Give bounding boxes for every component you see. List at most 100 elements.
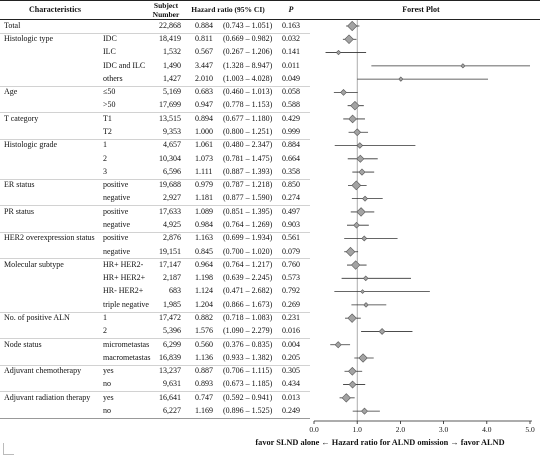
header-top-rule <box>0 0 540 1</box>
subgroup-label: macrometastas <box>103 352 151 362</box>
subject-number: 6,299 <box>163 339 181 349</box>
p-value: 0.760 <box>282 259 300 269</box>
confidence-interval: (0.718 – 1.083) <box>223 312 273 322</box>
confidence-interval: (0.743 – 1.051) <box>223 20 273 30</box>
hazard-ratio: 0.893 <box>195 379 213 389</box>
subject-number: 5,169 <box>163 87 181 97</box>
confidence-interval: (1.328 – 8.947) <box>223 60 273 70</box>
hazard-ratio: 0.811 <box>195 34 213 44</box>
group-divider <box>0 205 310 207</box>
header-characteristics: Characteristics <box>29 5 81 14</box>
subgroup-label: positive <box>103 206 129 216</box>
subgroup-label: 2 <box>103 153 107 163</box>
subject-number: 6,596 <box>163 166 181 176</box>
p-value: 0.274 <box>282 193 300 203</box>
confidence-interval: (0.851 – 1.395) <box>223 206 273 216</box>
hr-point <box>362 275 369 282</box>
confidence-interval: (0.706 – 1.115) <box>223 366 273 376</box>
confidence-interval: (0.778 – 1.153) <box>223 100 273 110</box>
p-value: 0.079 <box>282 246 300 256</box>
hazard-ratio: 1.089 <box>195 206 213 216</box>
hazard-ratio: 0.884 <box>195 20 213 30</box>
subject-number: 1,490 <box>163 60 181 70</box>
hr-point <box>353 128 362 137</box>
p-value: 0.032 <box>282 34 300 44</box>
subject-number: 17,472 <box>159 312 181 322</box>
hr-point <box>347 20 358 32</box>
hazard-ratio: 0.845 <box>195 246 213 256</box>
confidence-interval: (1.090 – 2.279) <box>223 326 273 336</box>
group-label: No. of positive ALN <box>4 312 70 322</box>
subject-number: 683 <box>169 286 181 296</box>
group-label: Molecular subtype <box>4 259 64 269</box>
header-hazard-ratio: Hazard ratio (95% CI) <box>191 5 265 14</box>
p-value: 0.058 <box>282 87 300 97</box>
hr-point <box>358 353 368 363</box>
hazard-ratio: 0.560 <box>195 339 213 349</box>
group-label: Adjuvant chemotherapy <box>4 366 82 376</box>
subject-number: 22,868 <box>159 20 181 30</box>
hr-point <box>334 341 342 349</box>
subgroup-label: ILC <box>103 47 116 57</box>
header-bottom-rule <box>0 19 540 20</box>
group-divider <box>0 85 310 87</box>
p-value: 0.305 <box>282 366 300 376</box>
confidence-interval: (0.592 – 0.941) <box>223 392 273 402</box>
x-tick-label: 5.0 <box>525 425 535 434</box>
hazard-ratio: 0.964 <box>195 259 213 269</box>
x-tick-label: 0.0 <box>309 425 319 434</box>
p-value: 0.792 <box>282 286 300 296</box>
hazard-ratio: 1.124 <box>195 286 213 296</box>
subgroup-label: HR+ HER2- <box>103 259 144 269</box>
subject-number: 9,631 <box>163 379 181 389</box>
subgroup-label: ≤50 <box>103 87 116 97</box>
hr-point <box>363 302 369 308</box>
subject-number: 10,304 <box>159 153 181 163</box>
subject-number: 17,699 <box>159 100 181 110</box>
group-label: HER2 overexpression status <box>4 233 95 243</box>
p-value: 0.884 <box>282 140 300 150</box>
p-value: 0.561 <box>282 233 300 243</box>
confidence-interval: (0.480 – 2.347) <box>223 140 273 150</box>
p-value: 0.011 <box>282 60 300 70</box>
hr-point <box>358 168 366 176</box>
group-divider <box>0 364 310 366</box>
p-value: 0.664 <box>282 153 300 163</box>
hr-point <box>361 235 368 242</box>
hazard-ratio: 2.010 <box>195 73 213 83</box>
group-divider <box>0 138 310 140</box>
subject-number: 16,839 <box>159 352 181 362</box>
subgroup-label: no <box>103 379 111 389</box>
hr-point <box>340 89 347 96</box>
subgroup-label: 1 <box>103 312 107 322</box>
hazard-ratio: 0.894 <box>195 113 213 123</box>
subgroup-label: negative <box>103 246 131 256</box>
x-tick-label: 1.0 <box>353 425 363 434</box>
hr-point <box>361 407 368 415</box>
confidence-interval: (0.764 – 1.269) <box>223 220 273 229</box>
subject-number: 13,515 <box>159 113 181 123</box>
x-tick-label: 4.0 <box>482 425 492 434</box>
subject-number: 2,876 <box>163 233 181 243</box>
hazard-ratio: 0.947 <box>195 100 213 110</box>
subject-number: 4,657 <box>163 140 181 150</box>
confidence-interval: (0.376 – 0.835) <box>223 339 273 349</box>
subject-number: 17,147 <box>159 259 181 269</box>
hazard-ratio: 1.111 <box>195 166 213 176</box>
group-divider <box>0 178 310 180</box>
confidence-interval: (0.764 – 1.217) <box>223 259 273 269</box>
forest-marks <box>325 20 530 415</box>
confidence-interval: (1.003 – 4.028) <box>223 73 273 83</box>
confidence-interval: (0.866 – 1.673) <box>223 299 273 309</box>
subject-number: 6,227 <box>163 405 181 415</box>
confidence-interval: (0.700 – 1.020) <box>223 246 273 256</box>
x-tick-label: 3.0 <box>439 425 449 434</box>
p-value: 0.429 <box>282 113 300 123</box>
hr-point <box>356 154 365 163</box>
group-label: Node status <box>4 339 42 349</box>
p-value: 0.013 <box>282 392 300 402</box>
subject-number: 19,688 <box>159 180 181 190</box>
subgroup-label: 3 <box>103 166 107 176</box>
p-value: 0.249 <box>282 405 300 415</box>
